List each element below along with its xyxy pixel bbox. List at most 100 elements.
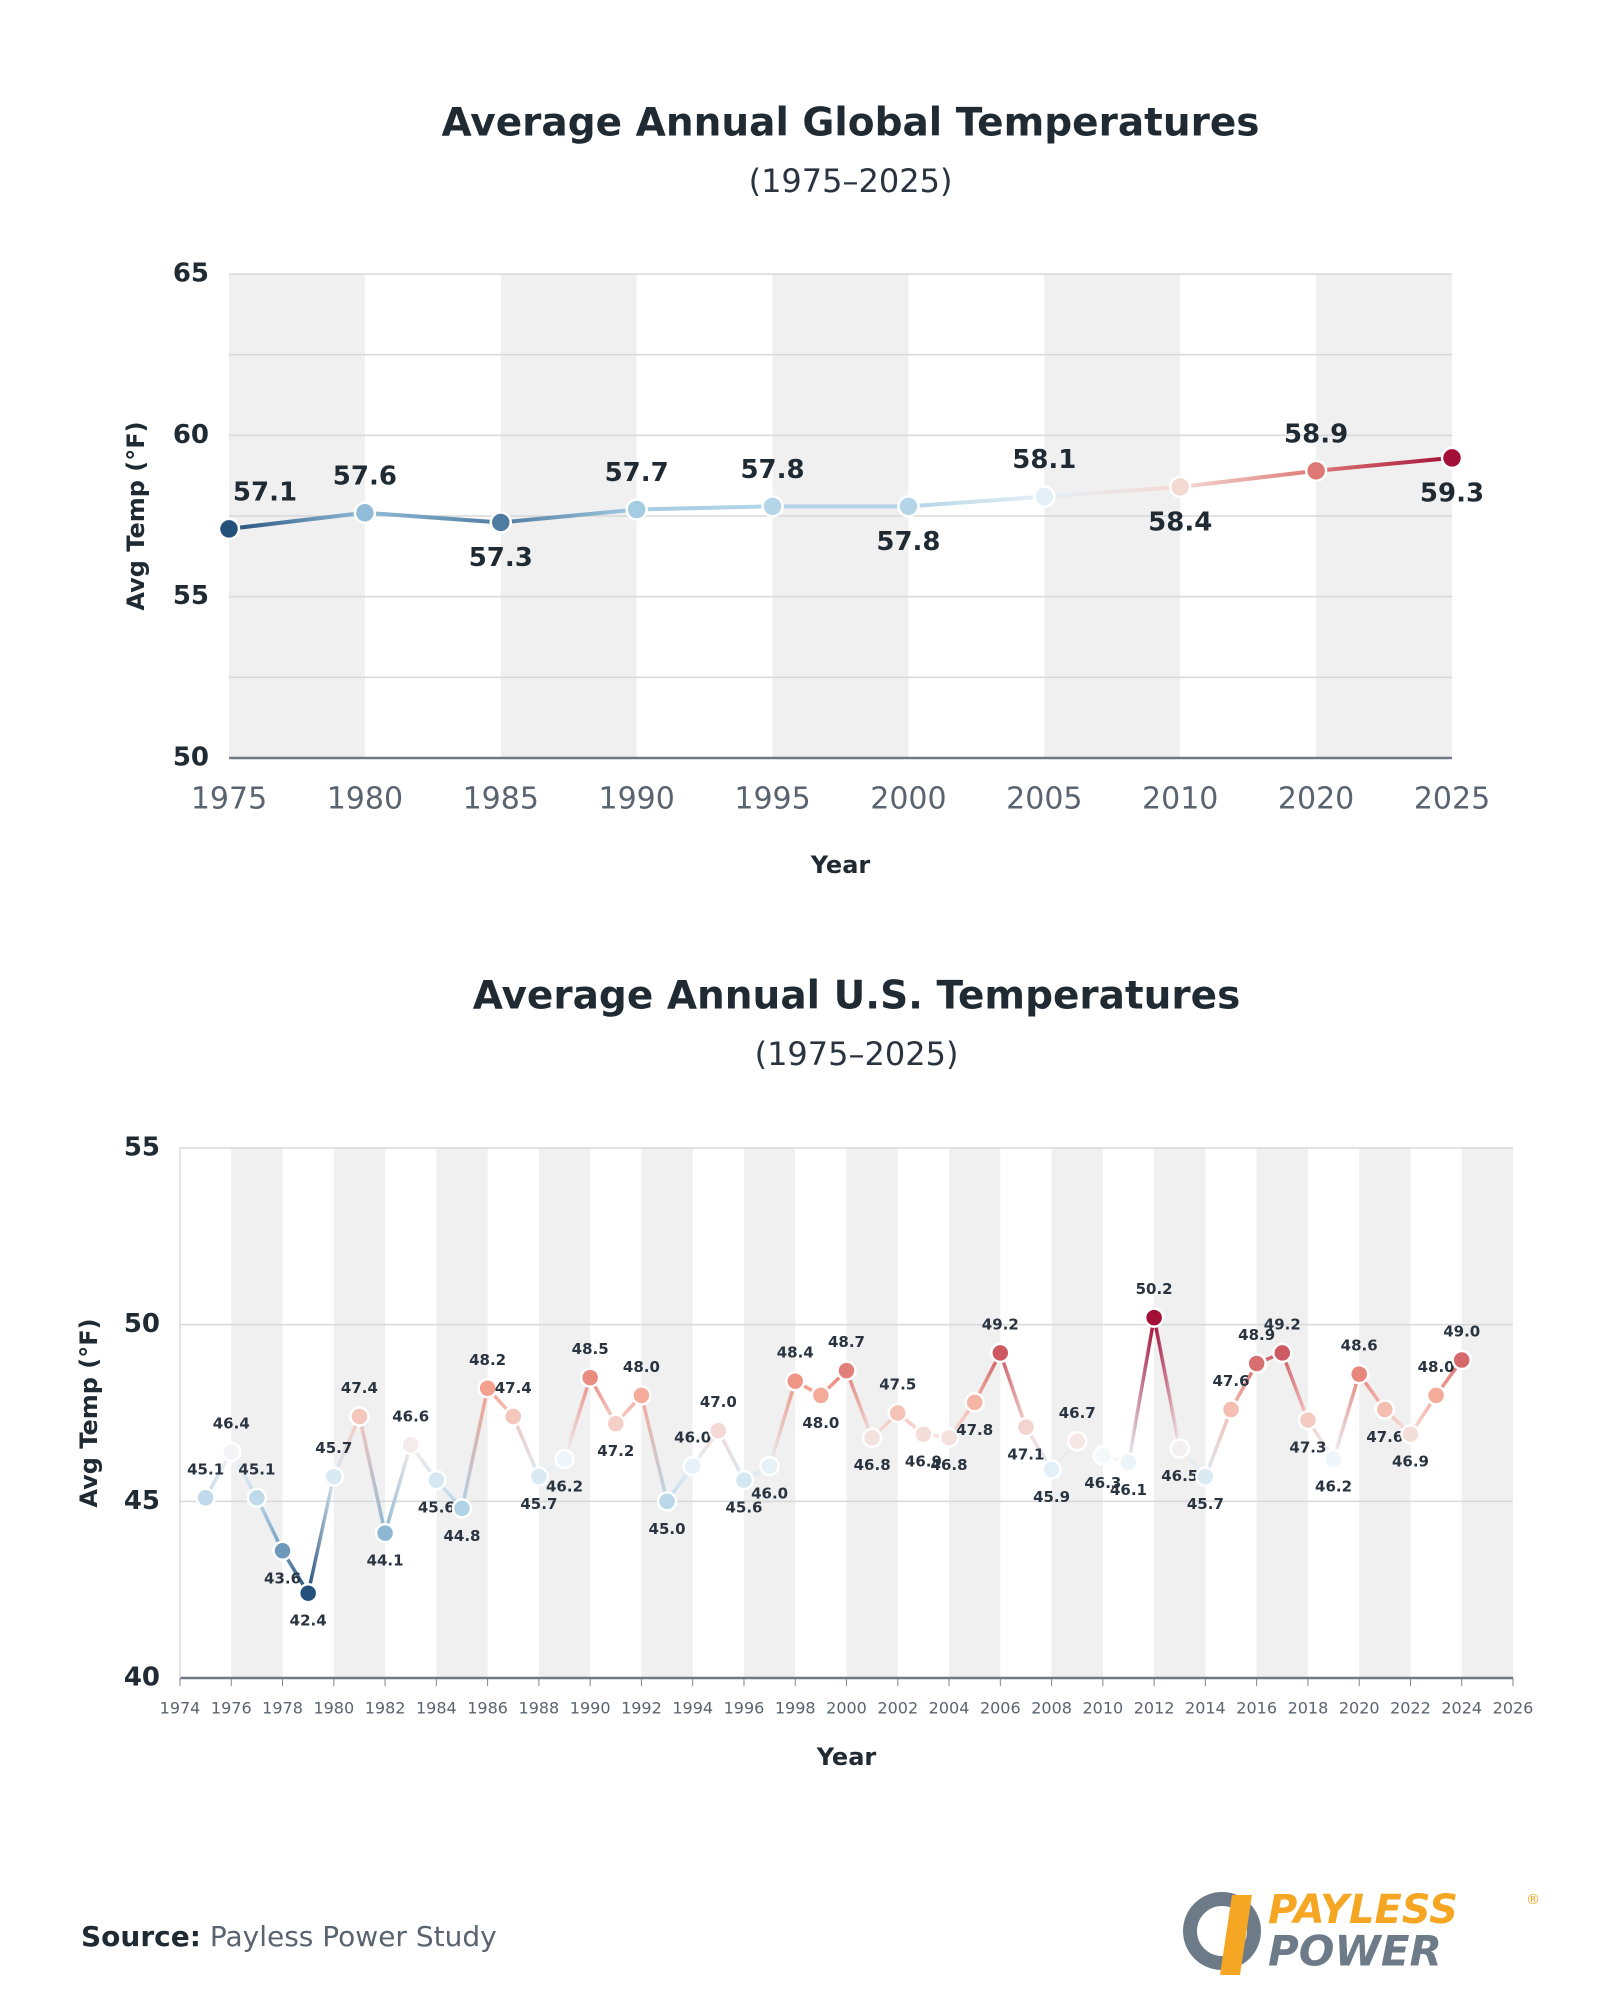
point	[733, 1469, 755, 1491]
x-tick-label: 2004	[929, 1699, 970, 1718]
x-tick-label: 1990	[598, 782, 674, 817]
data-label: 46.4	[213, 1414, 250, 1432]
band	[436, 1148, 488, 1678]
point	[1348, 1363, 1370, 1385]
y-tick-label: 55	[173, 581, 209, 611]
x-tick-label: 2006	[980, 1699, 1021, 1718]
x-tick-label: 1998	[775, 1699, 816, 1718]
y-tick-label: 60	[173, 420, 209, 450]
point	[1220, 1399, 1242, 1420]
chart-subtitle: (1975–2025)	[755, 1035, 959, 1073]
data-label: 48.5	[572, 1340, 609, 1358]
data-label: 47.1	[1007, 1446, 1044, 1464]
band	[1461, 1148, 1513, 1678]
point	[451, 1498, 473, 1519]
y-axis-title: Avg Temp (°F)	[75, 1318, 103, 1507]
point	[1015, 1416, 1037, 1438]
data-label: 46.8	[854, 1456, 891, 1474]
y-tick-label: 65	[173, 259, 209, 289]
data-label: 49.2	[982, 1315, 1019, 1333]
point	[897, 495, 920, 518]
x-tick-label: 1974	[160, 1699, 201, 1718]
data-label: 57.7	[605, 458, 669, 488]
point	[374, 1522, 396, 1544]
y-tick-label: 45	[124, 1486, 160, 1516]
line-segment	[767, 1380, 797, 1467]
point	[861, 1427, 883, 1448]
data-label: 46.1	[1110, 1481, 1147, 1499]
x-tick-label: 1975	[191, 782, 267, 817]
x-tick-label: 1978	[262, 1699, 303, 1718]
data-label: 44.8	[443, 1527, 480, 1545]
x-tick-label: 2000	[870, 782, 946, 817]
data-label: 47.8	[956, 1421, 993, 1439]
x-tick-label: 1994	[672, 1699, 713, 1718]
point	[221, 1441, 242, 1463]
x-tick-label: 1995	[734, 782, 810, 817]
point	[631, 1385, 652, 1406]
point	[400, 1434, 421, 1456]
chart: Average Annual U.S. Temperatures (1975–20…	[75, 974, 1533, 1772]
data-label: 46.9	[1392, 1453, 1429, 1471]
data-label: 57.1	[233, 477, 297, 507]
y-tick-label: 40	[124, 1663, 160, 1693]
data-label: 47.2	[597, 1442, 634, 1460]
x-tick-label: 1980	[327, 782, 403, 817]
point	[1195, 1466, 1216, 1487]
point	[1066, 1431, 1088, 1452]
data-label: 48.0	[623, 1358, 660, 1376]
data-label: 57.8	[740, 455, 804, 485]
line-segment	[908, 494, 1045, 509]
point	[761, 495, 784, 518]
point	[1246, 1353, 1267, 1374]
line-segment	[364, 510, 501, 525]
data-label: 59.3	[1420, 478, 1484, 508]
line-segment	[1044, 484, 1181, 499]
data-label: 46.7	[1059, 1404, 1096, 1422]
point	[1400, 1423, 1421, 1445]
point	[759, 1455, 780, 1477]
point	[1304, 459, 1328, 483]
point	[349, 1406, 370, 1427]
x-tick-label: 2025	[1414, 782, 1490, 817]
source-label: Source:	[81, 1920, 201, 1953]
chart-title: Average Annual U.S. Temperatures	[473, 974, 1241, 1019]
x-tick-label: 1976	[211, 1699, 252, 1718]
point	[810, 1385, 832, 1406]
x-tick-label: 2022	[1390, 1699, 1431, 1718]
point	[1451, 1349, 1472, 1371]
band	[1256, 1148, 1308, 1678]
x-tick-label: 2018	[1288, 1699, 1329, 1718]
data-label: 47.6	[1366, 1428, 1403, 1446]
data-label: 45.9	[1033, 1488, 1070, 1506]
data-label: 46.2	[546, 1477, 583, 1495]
data-label: 48.4	[777, 1344, 814, 1362]
point	[682, 1455, 703, 1477]
line-segment	[460, 1387, 490, 1509]
source-text: Payless Power Study	[210, 1920, 497, 1953]
y-tick-label: 50	[124, 1309, 160, 1339]
x-tick-label: 2000	[826, 1699, 867, 1718]
x-tick-label: 1984	[416, 1699, 457, 1718]
data-label: 58.4	[1148, 507, 1212, 537]
line-segment	[1315, 455, 1453, 473]
line-segment	[998, 1352, 1028, 1428]
logo: PAYLESS ® POWER	[1183, 1887, 1540, 1976]
point	[1169, 1438, 1190, 1459]
point	[625, 498, 648, 521]
data-label: 46.5	[1161, 1467, 1198, 1485]
point	[1118, 1452, 1139, 1473]
data-label: 46.3	[1084, 1474, 1121, 1492]
point	[605, 1413, 627, 1434]
line-segment	[357, 1416, 387, 1534]
x-tick-label: 1985	[463, 782, 539, 817]
point	[784, 1370, 806, 1392]
point	[217, 517, 241, 541]
point	[489, 511, 513, 534]
data-label: 47.0	[700, 1393, 737, 1411]
x-tick-label: 2014	[1185, 1699, 1226, 1718]
data-label: 47.4	[341, 1379, 378, 1397]
data-label: 46.0	[674, 1429, 711, 1447]
logo-line1: PAYLESS	[1268, 1887, 1458, 1933]
line-segment	[844, 1369, 874, 1439]
